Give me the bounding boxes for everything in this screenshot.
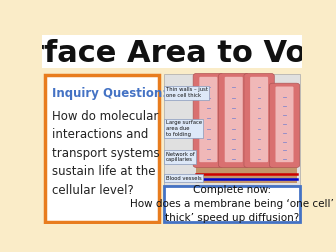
FancyBboxPatch shape (276, 86, 294, 162)
FancyBboxPatch shape (42, 30, 302, 35)
Text: Thin walls – just
one cell thick: Thin walls – just one cell thick (166, 87, 208, 98)
Text: How do molecular
interactions and
transport systems
sustain life at the
cellular: How do molecular interactions and transp… (52, 110, 160, 197)
FancyBboxPatch shape (218, 74, 249, 167)
Text: Complete now:
How does a membrane being ‘one cell’
thick’ speed up diffusion?: Complete now: How does a membrane being … (130, 185, 334, 223)
Text: Large surface
area due
to folding: Large surface area due to folding (166, 120, 202, 137)
FancyBboxPatch shape (164, 74, 300, 184)
Text: Network of
capillaries: Network of capillaries (166, 151, 194, 162)
FancyBboxPatch shape (45, 75, 159, 222)
FancyBboxPatch shape (244, 74, 274, 167)
FancyBboxPatch shape (199, 77, 217, 162)
FancyBboxPatch shape (196, 166, 297, 182)
FancyBboxPatch shape (250, 77, 268, 162)
Text: Inquiry Question:: Inquiry Question: (52, 86, 168, 100)
FancyBboxPatch shape (193, 74, 223, 167)
Text: Blood vessels: Blood vessels (166, 176, 202, 181)
FancyBboxPatch shape (164, 186, 300, 222)
FancyBboxPatch shape (42, 30, 302, 68)
FancyBboxPatch shape (269, 83, 300, 167)
Text: rface Area to Volume Ratio: rface Area to Volume Ratio (29, 39, 336, 68)
FancyBboxPatch shape (225, 77, 243, 162)
